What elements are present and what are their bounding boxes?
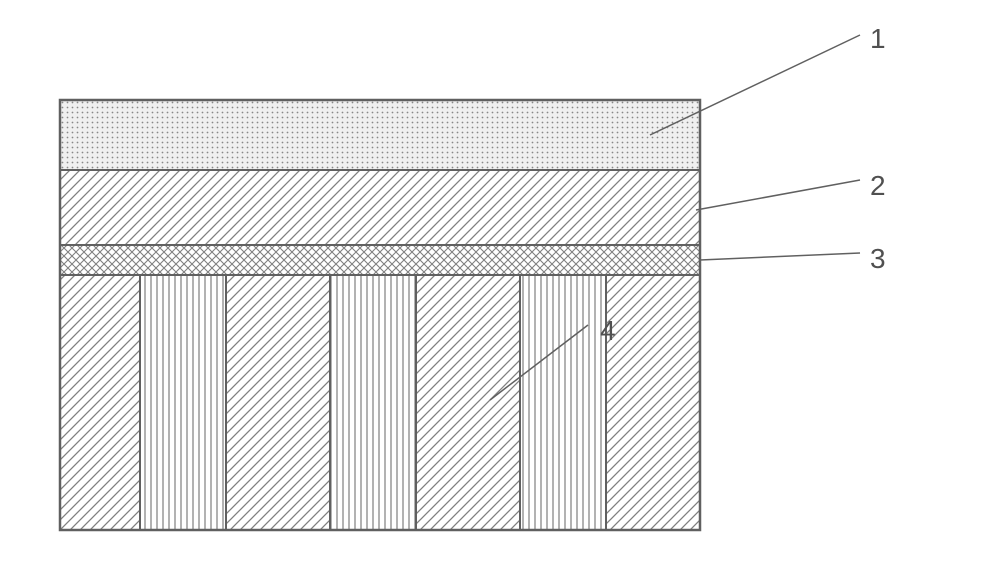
layered-cross-section-diagram: 1 2 3 4 [0,0,1000,561]
leader-line-3 [700,253,860,260]
top-dotted-layer [60,100,700,170]
substrate-insert-2 [330,275,416,530]
thin-cross-layer [60,245,700,275]
callout-label-3: 3 [870,243,886,274]
inserts-group [140,275,606,530]
leader-line-1 [650,35,860,135]
callout-label-1: 1 [870,23,886,54]
mid-hatch-layer [60,170,700,245]
substrate-insert-3 [520,275,606,530]
leader-line-2 [696,180,860,210]
callout-label-4: 4 [600,315,616,346]
callout-label-2: 2 [870,170,886,201]
substrate-insert-1 [140,275,226,530]
